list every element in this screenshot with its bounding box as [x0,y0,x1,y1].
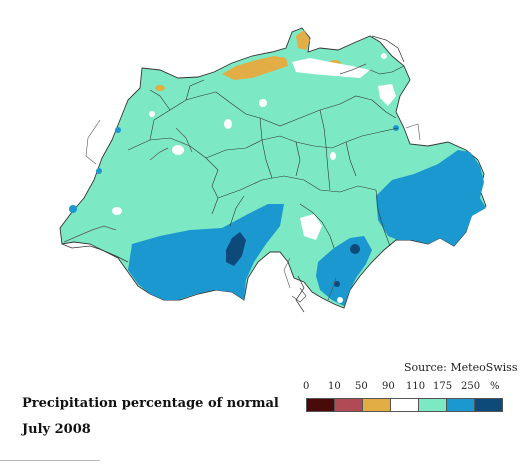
legend-label: 175 [433,381,453,392]
lake-geneva-outline [61,243,129,263]
zone-high-south [128,204,284,300]
rivers-lakes [63,63,367,303]
lake-constance-outline [371,35,405,63]
lake-maggiore-outline [295,275,305,313]
zone-very-high [334,281,340,287]
legend-label: 90 [382,381,395,392]
neighbour-borders [85,119,421,289]
map-title: Precipitation percentage of normal [22,396,279,411]
zone-very-high [226,232,246,266]
zone-normal [172,145,184,155]
zone-normal [381,53,387,59]
legend-label: 0 [303,381,310,392]
legend-color-bar [306,398,503,412]
zone-normal [259,99,267,107]
zone-high-east [376,150,486,246]
legend-label: 50 [355,381,368,392]
legend-label: 110 [406,381,426,392]
zone-normal [112,207,122,215]
legend-labels: 0 10 50 90 110 175 250 % [300,381,510,395]
zone-normal [224,119,232,129]
zone-low-schaffhausen [296,30,310,50]
legend-swatch [475,399,502,411]
canton-borders [127,65,405,249]
legend-swatch [307,399,335,411]
zone-normal [337,297,343,303]
legend-label: 250 [461,381,481,392]
zone-normal [300,214,322,240]
zone-normal [292,58,370,78]
zone-high-dot [96,168,102,174]
zone-low-north [222,56,288,80]
zone-normal [378,84,396,106]
legend-swatch [391,399,419,411]
zone-normal [330,152,336,160]
zone-high-dot [115,127,121,133]
zone-high-dot [393,125,399,131]
legend-swatch [335,399,363,411]
legend-label: 10 [328,381,341,392]
legend-label: % [490,381,500,392]
legend-swatch [363,399,391,411]
zone-high-ticino [316,236,372,306]
divider [0,460,100,461]
legend-swatch [447,399,475,411]
zone-high-dot [69,205,77,213]
legend-swatch [419,399,447,411]
zone-low-dot [155,85,165,91]
precipitation-map [59,27,487,313]
map-subtitle: July 2008 [22,422,91,437]
source-label: Source: MeteoSwiss [404,361,518,374]
zone-very-high [350,244,360,254]
zone-normal [149,111,155,117]
